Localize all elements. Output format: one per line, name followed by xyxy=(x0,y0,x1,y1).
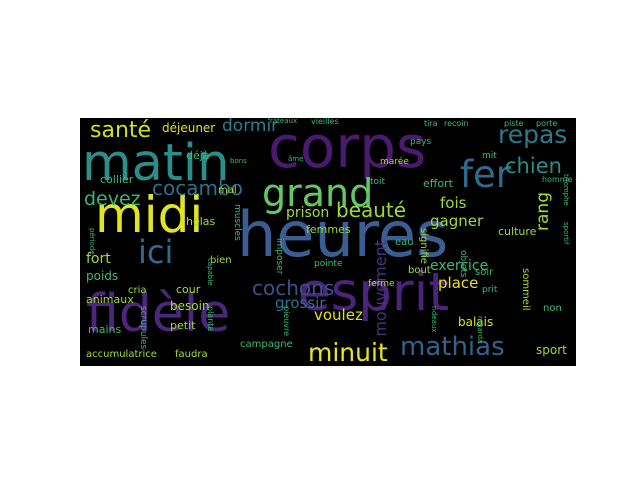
word-69: âme xyxy=(288,155,304,163)
word-31: déjeuner xyxy=(162,121,216,135)
word-23: place xyxy=(438,274,479,292)
word-70: muscles xyxy=(232,204,242,241)
word-48: bien xyxy=(210,255,232,266)
word-1: corps xyxy=(268,118,427,181)
word-25: gagner xyxy=(430,212,484,230)
word-79: rideaux xyxy=(430,306,438,333)
word-74: sommeil xyxy=(520,268,531,311)
word-13: chien xyxy=(505,154,562,178)
word-49: mal xyxy=(218,185,237,196)
word-27: exercice xyxy=(430,258,489,274)
word-75: scrupules xyxy=(138,306,148,350)
word-16: cocambo xyxy=(152,176,243,200)
word-37: hélas xyxy=(186,215,216,228)
word-57: pays xyxy=(410,137,432,147)
word-9: mathias xyxy=(400,332,505,362)
word-59: mit xyxy=(482,151,497,161)
word-72: signifie xyxy=(418,228,429,264)
word-35: culture xyxy=(498,225,537,238)
word-10: minuit xyxy=(308,338,388,366)
word-5: midi xyxy=(95,186,204,244)
word-83: triomphe xyxy=(562,174,570,206)
word-7: fer xyxy=(460,153,512,196)
word-3: fidèle xyxy=(86,284,231,344)
word-62: tira xyxy=(424,119,438,128)
word-17: devez xyxy=(84,188,141,210)
word-30: balais xyxy=(458,315,494,329)
word-15: cochons xyxy=(252,276,335,300)
word-12: santé xyxy=(90,118,152,143)
word-80: capable xyxy=(206,258,214,286)
word-40: petit xyxy=(170,319,196,332)
word-41: cour xyxy=(176,283,201,296)
word-39: déjà xyxy=(186,149,210,162)
word-66: vieilles xyxy=(311,118,339,126)
word-54: ferme xyxy=(368,279,395,289)
word-4: matin xyxy=(82,134,230,193)
word-56: prit xyxy=(482,285,498,295)
word-34: collier xyxy=(100,173,134,186)
word-67: râteaux xyxy=(270,118,298,125)
word-63: recoin xyxy=(444,119,469,128)
word-26: prison xyxy=(286,205,330,221)
word-76: planta xyxy=(206,306,215,332)
word-52: soir xyxy=(475,267,494,278)
word-8: ici xyxy=(138,233,174,271)
word-65: porte xyxy=(536,119,558,128)
word-58: toit xyxy=(370,177,386,187)
word-71: imposer xyxy=(274,238,284,275)
word-78: regarda xyxy=(476,316,484,344)
word-81: période xyxy=(88,228,96,255)
word-53: non xyxy=(543,303,562,314)
word-22: grossir xyxy=(275,294,326,312)
word-46: campagne xyxy=(240,339,293,350)
word-64: piste xyxy=(504,119,524,128)
word-0: heures xyxy=(237,198,449,271)
word-42: mains xyxy=(88,323,122,336)
word-32: besoin xyxy=(170,299,210,313)
word-36: effort xyxy=(423,177,453,190)
word-60: marée xyxy=(380,157,409,167)
word-6: grand xyxy=(262,171,374,215)
word-43: animaux xyxy=(86,293,134,306)
word-24: fois xyxy=(440,194,467,212)
word-11: repas xyxy=(498,120,568,149)
word-68: bons xyxy=(230,157,247,165)
word-77: pieuvre xyxy=(282,306,291,337)
word-82: sportif xyxy=(562,222,570,245)
word-21: voulez xyxy=(314,306,363,324)
word-51: bout xyxy=(408,265,431,276)
word-73: objets xyxy=(458,250,468,278)
word-18: dormir xyxy=(222,118,279,136)
word-33: poids xyxy=(86,269,119,283)
word-29: sport xyxy=(536,343,567,357)
word-45: faudra xyxy=(175,349,208,360)
word-19: rang xyxy=(533,192,553,231)
word-38: femmes xyxy=(306,223,351,236)
word-61: homme xyxy=(542,175,573,184)
word-28: fort xyxy=(86,251,111,267)
word-44: accumulatrice xyxy=(86,349,157,360)
word-cloud: heures corps esprit fidèle matin midi grand fer… xyxy=(80,118,576,366)
word-47: cria xyxy=(128,285,147,296)
word-50: eau xyxy=(395,237,414,248)
word-55: pointe xyxy=(314,259,343,269)
word-14: beauté xyxy=(336,198,407,222)
word-2: esprit xyxy=(298,262,450,323)
